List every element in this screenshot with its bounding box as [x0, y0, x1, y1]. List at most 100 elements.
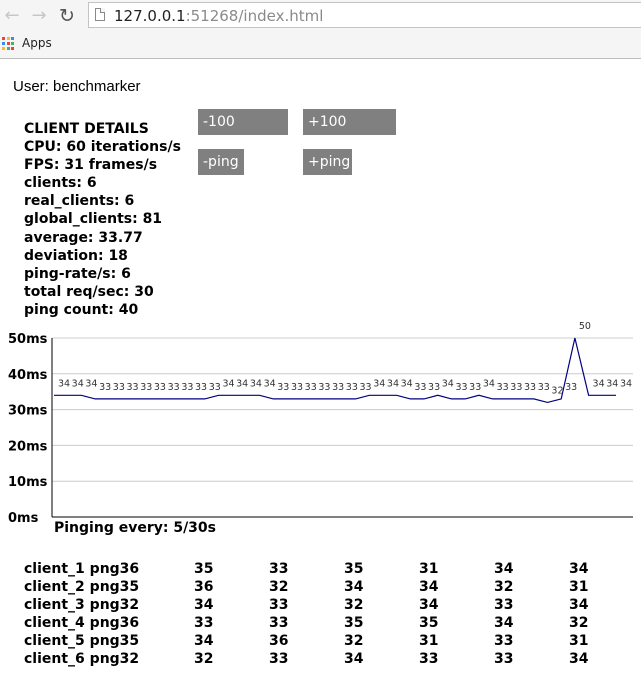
data-label: 50 — [579, 321, 591, 332]
client-name: client_3 png32 — [24, 597, 140, 613]
client-value: 31 — [569, 633, 589, 649]
data-label: 34 — [222, 378, 234, 389]
y-tick-label: 40ms — [8, 368, 48, 383]
client-value: 33 — [269, 561, 289, 577]
data-label: 33 — [538, 382, 550, 393]
client-value: 34 — [419, 579, 439, 595]
data-label: 34 — [264, 378, 276, 389]
client-value: 35 — [194, 561, 214, 577]
data-label: 33 — [195, 382, 207, 393]
data-label: 33 — [428, 382, 440, 393]
back-arrow-icon[interactable]: ← — [4, 5, 20, 26]
data-label: 33 — [524, 382, 536, 393]
minus-100-clients-button[interactable]: -100 clients — [198, 109, 288, 156]
y-tick-label: 30ms — [8, 404, 48, 419]
address-url[interactable]: 127.0.0.1:51268/index.html — [114, 7, 323, 25]
client-value: 32 — [344, 597, 364, 613]
client-value: 33 — [419, 651, 439, 667]
pinging-interval: Pinging every: 5/30s — [54, 520, 216, 536]
browser-chrome: ← → ↻ 127.0.0.1:51268/index.html Apps — [0, 0, 641, 59]
reload-icon[interactable]: ↻ — [59, 5, 75, 27]
client-value: 33 — [494, 651, 514, 667]
page-icon — [95, 8, 105, 21]
y-tick-label: 20ms — [8, 439, 48, 454]
details-average: average: 33.77 — [24, 229, 143, 246]
client-value: 32 — [569, 615, 589, 631]
client-value: 34 — [569, 597, 589, 613]
minus-ping-button[interactable]: -ping — [198, 149, 244, 175]
details-total-req: total req/sec: 30 — [24, 283, 154, 300]
plus-100-clients-button[interactable]: +100 clients — [303, 109, 396, 156]
client-value: 34 — [494, 561, 514, 577]
client-value: 34 — [194, 597, 214, 613]
data-label: 33 — [277, 382, 289, 393]
details-heading: CLIENT DETAILS — [24, 121, 149, 137]
client-row: client_2 png35 36 32 34 34 32 31 — [24, 579, 624, 597]
client-value: 35 — [344, 561, 364, 577]
data-label: 34 — [236, 378, 248, 389]
client-name: client_4 png36 — [24, 615, 140, 631]
client-value: 36 — [194, 579, 214, 595]
client-name: client_6 png32 — [24, 651, 140, 667]
data-label: 33 — [209, 382, 221, 393]
data-label: 33 — [181, 382, 193, 393]
client-value: 33 — [494, 597, 514, 613]
details-cpu: CPU: 60 iterations/s — [24, 139, 181, 156]
plus-ping-button[interactable]: +ping — [303, 149, 352, 175]
address-bar[interactable]: 127.0.0.1:51268/index.html — [88, 2, 641, 28]
client-row: client_1 png36 35 33 35 31 34 34 — [24, 561, 624, 579]
details-ping-rate: ping-rate/s: 6 — [24, 265, 131, 282]
data-label: 33 — [126, 382, 138, 393]
client-value: 32 — [269, 579, 289, 595]
client-value: 34 — [344, 579, 364, 595]
data-label: 34 — [593, 378, 605, 389]
y-tick-label: 50ms — [8, 332, 48, 347]
data-label: 33 — [455, 382, 467, 393]
data-label: 33 — [360, 382, 372, 393]
apps-grid-icon[interactable] — [2, 37, 16, 51]
data-label: 34 — [483, 378, 495, 389]
y-tick-label: 10ms — [8, 475, 48, 490]
client-value: 34 — [569, 561, 589, 577]
client-details: CLIENT DETAILS CPU: 60 iterations/s FPS:… — [24, 120, 181, 319]
user-label: User: benchmarker — [13, 78, 141, 95]
data-label: 33 — [99, 382, 111, 393]
client-value: 36 — [269, 633, 289, 649]
client-value: 34 — [569, 651, 589, 667]
client-row: client_6 png32 32 33 34 33 33 34 — [24, 651, 624, 669]
client-value: 31 — [569, 579, 589, 595]
data-label: 34 — [606, 378, 618, 389]
forward-arrow-icon[interactable]: → — [31, 5, 47, 26]
client-value: 33 — [269, 597, 289, 613]
client-value: 32 — [344, 633, 364, 649]
data-label: 34 — [72, 378, 84, 389]
client-value: 33 — [269, 651, 289, 667]
client-value: 32 — [494, 579, 514, 595]
client-value: 31 — [419, 561, 439, 577]
details-global-clients: global_clients: 81 — [24, 211, 163, 228]
data-label: 34 — [85, 378, 97, 389]
data-label: 34 — [442, 378, 454, 389]
ping-series-line — [54, 337, 616, 404]
data-label: 33 — [469, 382, 481, 393]
url-host: 127.0.0.1 — [114, 7, 186, 25]
data-label: 34 — [387, 378, 399, 389]
details-ping-count: ping count: 40 — [24, 301, 139, 318]
client-name: client_1 png36 — [24, 561, 140, 577]
client-value: 34 — [194, 633, 214, 649]
client-row: client_5 png35 34 36 32 31 33 31 — [24, 633, 624, 651]
url-path: :51268/index.html — [185, 7, 324, 25]
data-label: 34 — [401, 378, 413, 389]
data-label: 33 — [305, 382, 317, 393]
client-name: client_2 png35 — [24, 579, 140, 595]
data-label: 33 — [510, 382, 522, 393]
data-label: 33 — [113, 382, 125, 393]
bookmark-apps[interactable]: Apps — [22, 36, 52, 50]
client-value: 34 — [494, 615, 514, 631]
data-label: 33 — [565, 382, 577, 393]
client-name: client_5 png35 — [24, 633, 140, 649]
client-value: 33 — [269, 615, 289, 631]
data-label: 33 — [291, 382, 303, 393]
data-label: 33 — [168, 382, 180, 393]
data-label: 32 — [551, 385, 563, 396]
